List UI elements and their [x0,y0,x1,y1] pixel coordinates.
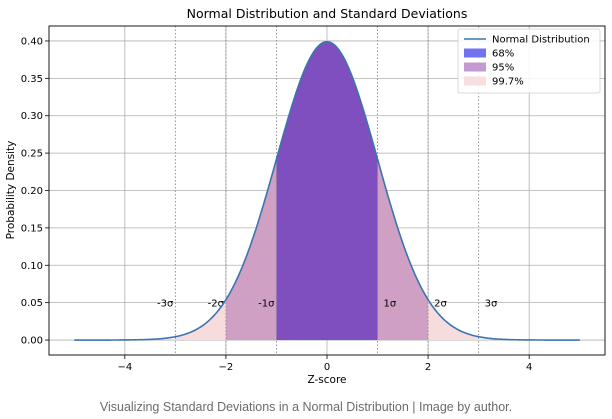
y-tick-label: 0.00 [21,336,43,347]
legend-patch-swatch [464,48,486,58]
legend-label: 68% [492,49,514,60]
sigma-label: 3σ [485,299,498,310]
sigma-label: -3σ [157,299,174,310]
distribution-curve [74,40,580,341]
y-tick-label: 0.40 [21,36,43,47]
legend-patch-swatch [464,62,486,72]
legend-label: 95% [492,63,514,74]
sigma-label: 1σ [384,299,397,310]
legend: Normal Distribution 68% 95% 99.7% [457,28,601,94]
legend-box [457,28,601,94]
chart-title: Normal Distribution and Standard Deviati… [187,6,468,21]
y-axis-label: Probability Density [5,141,17,240]
curve-layer [74,40,580,341]
axes: −4 −2 0 2 4 0.00 0.05 0.10 0.15 0.20 0.25 0.30 0.35 0… [21,25,606,373]
sigma-label: -2σ [208,299,225,310]
sigma-label: -1σ [258,299,275,310]
image-caption: Visualizing Standard Deviations in a Nor… [99,400,513,414]
sigma-markers: -3σ -2σ -1σ 1σ 2σ 3σ [157,26,498,355]
sigma-label: 2σ [434,299,447,310]
normal-distribution-chart: Normal Distribution and Standard Deviati… [5,6,606,386]
x-tick-label: 0 [324,362,330,373]
y-tick-label: 0.35 [21,74,43,85]
x-tick-label: −2 [219,362,234,373]
x-axis-label: Z-score [307,374,346,386]
legend-label: Normal Distribution [492,35,590,46]
y-tick-label: 0.05 [21,298,43,309]
y-tick-label: 0.15 [21,223,43,234]
y-tick-label: 0.25 [21,149,43,160]
y-tick-label: 0.10 [21,261,43,272]
x-tick-label: 2 [425,362,431,373]
band-68 [276,41,378,341]
y-tick-label: 0.30 [21,111,43,122]
legend-patch-swatch [464,76,486,86]
y-tick-label: 0.20 [21,186,43,197]
x-tick-label: 4 [526,362,532,373]
x-tick-label: −4 [117,362,132,373]
legend-label: 99.7% [492,77,524,88]
